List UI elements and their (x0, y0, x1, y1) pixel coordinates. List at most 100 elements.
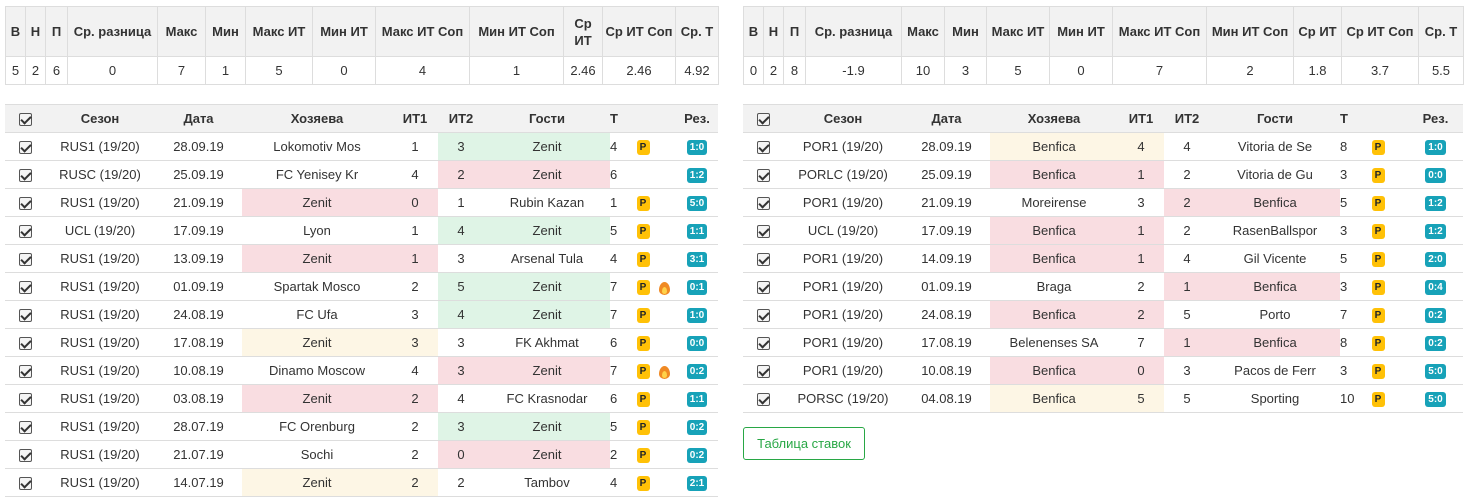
away-team-cell[interactable]: Zenit (484, 440, 610, 469)
home-team-cell[interactable]: Braga (990, 272, 1118, 301)
away-team-cell[interactable]: Vitoria de Gu (1210, 160, 1340, 189)
row-checkbox[interactable] (5, 440, 45, 469)
header-result[interactable]: Рез. (676, 104, 718, 133)
result-badge[interactable]: 1:0 (1425, 139, 1446, 155)
result-badge[interactable]: 5:0 (1425, 363, 1446, 379)
home-team-cell[interactable]: Spartak Mosco (242, 272, 392, 301)
result-cell[interactable]: 1:2 (1408, 188, 1463, 217)
home-team-cell[interactable]: FC Orenburg (242, 412, 392, 441)
result-cell[interactable]: 1:1 (676, 384, 718, 413)
away-team-cell[interactable]: Zenit (484, 160, 610, 189)
result-badge[interactable]: 2:0 (1425, 251, 1446, 267)
result-badge[interactable]: 2:1 (686, 475, 708, 491)
result-badge[interactable]: 0:2 (686, 419, 708, 435)
away-team-cell[interactable]: Sporting (1210, 384, 1340, 413)
row-checkbox[interactable] (743, 272, 783, 301)
result-cell[interactable]: 0:4 (1408, 272, 1463, 301)
result-cell[interactable]: 0:2 (676, 412, 718, 441)
away-team-cell[interactable]: Vitoria de Se (1210, 132, 1340, 161)
game-row[interactable]: RUS1 (19/20) 17.08.19 Zenit 3 3 FK Akhmat 6 P 0:… (5, 328, 718, 357)
row-checkbox[interactable] (5, 216, 45, 245)
away-team-cell[interactable]: Arsenal Tula (484, 244, 610, 273)
header-season[interactable]: Сезон (783, 104, 903, 133)
home-team-cell[interactable]: Benfica (990, 356, 1118, 385)
result-cell[interactable]: 1:2 (676, 160, 718, 189)
away-team-cell[interactable]: Benfica (1210, 272, 1340, 301)
game-row[interactable]: RUS1 (19/20) 10.08.19 Dinamo Moscow 4 3 Zenit… (5, 356, 718, 385)
home-team-cell[interactable]: Lokomotiv Mos (242, 132, 392, 161)
game-row[interactable]: POR1 (19/20) 17.08.19 Belenenses SA 7 1 Benfi… (743, 328, 1463, 357)
game-row[interactable]: RUS1 (19/20) 14.07.19 Zenit 2 2 Tambov 4 P 2:1 (5, 468, 718, 497)
game-row[interactable]: UCL (19/20) 17.09.19 Benfica 1 2 RasenBallspo… (743, 216, 1463, 245)
result-badge[interactable]: 0:1 (686, 279, 708, 295)
game-row[interactable]: UCL (19/20) 17.09.19 Lyon 1 4 Zenit 5 P 1:1 (5, 216, 718, 245)
game-row[interactable]: POR1 (19/20) 14.09.19 Benfica 1 4 Gil Vicente… (743, 244, 1463, 273)
row-checkbox[interactable] (743, 356, 783, 385)
away-team-cell[interactable]: Benfica (1210, 328, 1340, 357)
row-checkbox[interactable] (743, 244, 783, 273)
away-team-cell[interactable]: FC Krasnodar (484, 384, 610, 413)
away-team-cell[interactable]: RasenBallspor (1210, 216, 1340, 245)
game-row[interactable]: POR1 (19/20) 28.09.19 Benfica 4 4 Vitoria de … (743, 132, 1463, 161)
header-total[interactable]: Т (610, 104, 634, 133)
result-cell[interactable]: 5:0 (1408, 384, 1463, 413)
result-badge[interactable]: 0:0 (686, 335, 708, 351)
home-team-cell[interactable]: Moreirense (990, 188, 1118, 217)
game-row[interactable]: RUS1 (19/20) 03.08.19 Zenit 2 4 FC Krasnodar 6… (5, 384, 718, 413)
game-row[interactable]: RUS1 (19/20) 21.09.19 Zenit 0 1 Rubin Kazan 1 P… (5, 188, 718, 217)
header-it2[interactable]: ИТ2 (1164, 104, 1210, 133)
result-badge[interactable]: 0:2 (686, 447, 708, 463)
header-total[interactable]: Т (1340, 104, 1368, 133)
away-team-cell[interactable]: Zenit (484, 216, 610, 245)
away-team-cell[interactable]: FK Akhmat (484, 328, 610, 357)
home-team-cell[interactable]: Lyon (242, 216, 392, 245)
row-checkbox[interactable] (5, 272, 45, 301)
home-team-cell[interactable]: Zenit (242, 244, 392, 273)
home-team-cell[interactable]: FC Yenisey Kr (242, 160, 392, 189)
result-cell[interactable]: 0:1 (676, 272, 718, 301)
result-cell[interactable]: 0:2 (676, 356, 718, 385)
select-all-checkbox[interactable] (5, 104, 45, 133)
home-team-cell[interactable]: Belenenses SA (990, 328, 1118, 357)
result-badge[interactable]: 1:2 (1425, 223, 1446, 239)
header-home[interactable]: Хозяева (242, 104, 392, 133)
result-cell[interactable]: 1:0 (676, 132, 718, 161)
home-team-cell[interactable]: Zenit (242, 468, 392, 497)
result-cell[interactable]: 0:0 (676, 328, 718, 357)
home-team-cell[interactable]: Dinamo Moscow (242, 356, 392, 385)
away-team-cell[interactable]: Pacos de Ferr (1210, 356, 1340, 385)
row-checkbox[interactable] (5, 356, 45, 385)
game-row[interactable]: RUS1 (19/20) 13.09.19 Zenit 1 3 Arsenal Tula 4… (5, 244, 718, 273)
row-checkbox[interactable] (5, 468, 45, 497)
row-checkbox[interactable] (5, 412, 45, 441)
result-badge[interactable]: 0:2 (1425, 335, 1446, 351)
result-cell[interactable]: 2:0 (1408, 244, 1463, 273)
row-checkbox[interactable] (743, 328, 783, 357)
result-badge[interactable]: 1:0 (686, 307, 708, 323)
header-season[interactable]: Сезон (45, 104, 155, 133)
row-checkbox[interactable] (5, 384, 45, 413)
row-checkbox[interactable] (743, 216, 783, 245)
game-row[interactable]: RUS1 (19/20) 24.08.19 FC Ufa 3 4 Zenit 7 P 1:0 (5, 300, 718, 329)
game-row[interactable]: RUS1 (19/20) 01.09.19 Spartak Mosco 2 5 Zenit… (5, 272, 718, 301)
home-team-cell[interactable]: Benfica (990, 216, 1118, 245)
home-team-cell[interactable]: Benfica (990, 132, 1118, 161)
row-checkbox[interactable] (5, 300, 45, 329)
result-badge[interactable]: 1:1 (686, 391, 708, 407)
away-team-cell[interactable]: Zenit (484, 300, 610, 329)
result-cell[interactable]: 3:1 (676, 244, 718, 273)
result-badge[interactable]: 5:0 (1425, 391, 1446, 407)
game-row[interactable]: RUS1 (19/20) 28.07.19 FC Orenburg 2 3 Zenit 5 P… (5, 412, 718, 441)
row-checkbox[interactable] (743, 188, 783, 217)
home-team-cell[interactable]: Zenit (242, 188, 392, 217)
result-badge[interactable]: 0:2 (1425, 307, 1446, 323)
result-badge[interactable]: 1:1 (686, 223, 708, 239)
header-date[interactable]: Дата (903, 104, 990, 133)
away-team-cell[interactable]: Zenit (484, 272, 610, 301)
away-team-cell[interactable]: Gil Vicente (1210, 244, 1340, 273)
game-row[interactable]: RUSC (19/20) 25.09.19 FC Yenisey Kr 4 2 Zenit… (5, 160, 718, 189)
home-team-cell[interactable]: FC Ufa (242, 300, 392, 329)
result-cell[interactable]: 5:0 (676, 188, 718, 217)
home-team-cell[interactable]: Benfica (990, 300, 1118, 329)
result-cell[interactable]: 2:1 (676, 468, 718, 497)
